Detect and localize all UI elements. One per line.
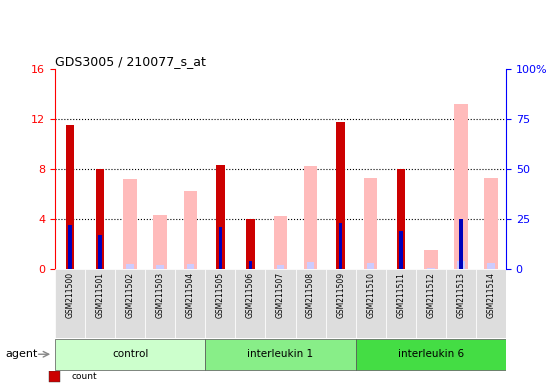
Bar [153,215,167,269]
Bar [145,269,175,338]
Bar [427,268,434,269]
Bar [96,169,104,269]
Text: GSM211511: GSM211511 [396,272,405,318]
Text: agent: agent [6,349,38,359]
Bar [216,165,224,269]
Bar [115,269,145,338]
Text: GSM211501: GSM211501 [96,272,104,318]
Text: GSM211508: GSM211508 [306,272,315,318]
Bar [66,125,74,269]
Bar [126,263,134,269]
Bar [459,219,463,269]
Bar [457,261,465,269]
Bar [98,235,102,269]
Bar [55,269,85,338]
Bar [68,225,72,269]
Bar [356,339,506,370]
Bar [277,265,284,269]
Bar [295,269,326,338]
Bar [307,262,314,269]
Bar [484,178,498,269]
Bar [364,178,377,269]
Bar [235,269,266,338]
Bar [156,265,164,269]
Text: GSM211510: GSM211510 [366,272,375,318]
Bar [85,269,115,338]
Text: GSM211514: GSM211514 [486,272,496,318]
Bar [356,269,386,338]
Bar [246,219,255,269]
Bar [446,269,476,338]
Bar [326,269,356,338]
Text: count: count [72,372,97,381]
Bar [424,250,438,269]
Bar [218,227,222,269]
Bar [175,269,205,338]
Text: GSM211507: GSM211507 [276,272,285,318]
Text: control: control [112,349,148,359]
Bar [123,179,137,269]
Text: GSM211504: GSM211504 [186,272,195,318]
Bar [205,269,235,338]
Text: GSM211512: GSM211512 [426,272,436,318]
Bar [186,263,194,269]
Bar [274,217,287,269]
Bar [386,269,416,338]
Text: GSM211509: GSM211509 [336,272,345,318]
Text: GSM211502: GSM211502 [125,272,135,318]
Text: GSM211513: GSM211513 [456,272,465,318]
Bar [399,231,403,269]
Text: GSM211506: GSM211506 [246,272,255,318]
Bar [476,269,506,338]
Bar [339,223,343,269]
Text: interleukin 6: interleukin 6 [398,349,464,359]
Bar [266,269,295,338]
Bar [48,371,60,382]
Bar [416,269,446,338]
Text: GSM211500: GSM211500 [65,272,75,318]
Text: interleukin 1: interleukin 1 [248,349,314,359]
Bar [249,261,252,269]
Bar [454,104,467,269]
Bar [205,339,356,370]
Bar [337,121,345,269]
Bar [184,192,197,269]
Text: GSM211505: GSM211505 [216,272,225,318]
Bar [55,339,205,370]
Bar [397,169,405,269]
Text: GDS3005 / 210077_s_at: GDS3005 / 210077_s_at [55,55,206,68]
Bar [304,167,317,269]
Bar [367,263,375,269]
Text: GSM211503: GSM211503 [156,272,165,318]
Bar [487,263,494,269]
